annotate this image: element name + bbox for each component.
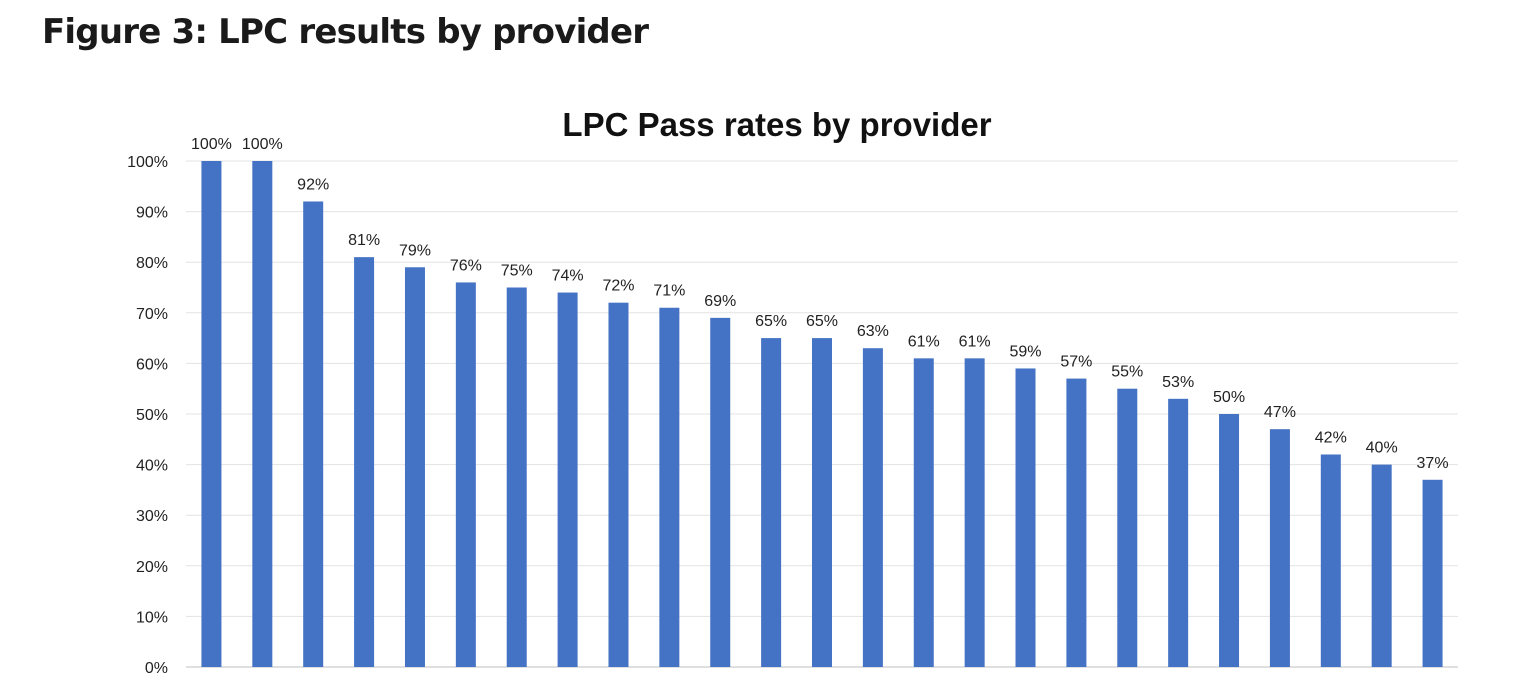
bar: [404, 267, 425, 667]
bar: [964, 358, 985, 667]
data-label: 74%: [552, 268, 584, 285]
data-label: 100%: [242, 136, 283, 153]
data-label: 47%: [1264, 404, 1296, 421]
data-label: 53%: [1162, 374, 1194, 391]
y-tick-label: 60%: [136, 356, 168, 373]
y-tick-label: 20%: [136, 559, 168, 576]
y-tick-label: 80%: [136, 255, 168, 272]
data-label: 55%: [1111, 364, 1143, 381]
chart-title: LPC Pass rates by provider: [562, 106, 991, 143]
data-label: 50%: [1213, 389, 1245, 406]
bar: [1066, 378, 1087, 667]
bar: [1269, 429, 1290, 667]
bar: [455, 282, 476, 667]
bar: [303, 201, 324, 668]
y-tick-label: 50%: [136, 407, 168, 424]
y-tick-label: 40%: [136, 458, 168, 475]
data-label: 42%: [1315, 429, 1347, 446]
bar: [1422, 479, 1443, 667]
bar: [913, 358, 934, 667]
data-label: 65%: [806, 313, 838, 330]
data-label: 75%: [501, 263, 533, 280]
data-label: 61%: [908, 333, 940, 350]
data-label: 81%: [348, 232, 380, 249]
y-tick-label: 100%: [127, 154, 168, 171]
data-label: 71%: [653, 283, 685, 300]
bar: [812, 338, 832, 667]
data-label: 37%: [1417, 455, 1449, 472]
data-label: 57%: [1060, 354, 1092, 371]
bar: [1168, 398, 1189, 667]
bar: [557, 292, 578, 667]
bar: [1117, 388, 1138, 667]
data-label: 100%: [191, 136, 232, 153]
data-labels: 100% 100% 92% 81% 79% 76% 75% 74% 72% 71% 69% 65% 65…: [191, 136, 1449, 472]
bars: [201, 161, 1443, 668]
data-label: 40%: [1366, 440, 1398, 457]
bar: [659, 307, 680, 667]
y-tick-label: 0%: [145, 660, 168, 677]
bar: [761, 338, 782, 667]
data-label: 76%: [450, 257, 482, 274]
bar: [608, 302, 629, 667]
y-tick-label: 70%: [136, 306, 168, 323]
bar: [710, 317, 731, 667]
data-label: 69%: [704, 293, 736, 310]
data-label: 61%: [959, 333, 991, 350]
bar: [1015, 368, 1036, 667]
data-label: 63%: [857, 323, 889, 340]
bar: [506, 287, 527, 667]
y-tick-label: 90%: [136, 205, 168, 222]
data-label: 59%: [1010, 343, 1042, 360]
bar: [1320, 454, 1341, 667]
y-tick-label: 10%: [136, 609, 168, 626]
y-tick-label: 30%: [136, 508, 168, 525]
bar: [1371, 464, 1392, 667]
figure-heading: Figure 3: LPC results by provider: [42, 12, 649, 52]
bar: [1219, 414, 1240, 667]
bar: [354, 257, 375, 667]
bar: [252, 161, 273, 667]
y-axis: 0% 10% 20% 30% 40% 50% 60% 70% 80% 90% 100%: [127, 154, 168, 677]
data-label: 72%: [602, 278, 634, 295]
data-label: 79%: [399, 242, 431, 259]
bar: [201, 161, 222, 667]
data-label: 92%: [297, 176, 329, 193]
data-label: 65%: [755, 313, 787, 330]
bar: [862, 348, 883, 667]
